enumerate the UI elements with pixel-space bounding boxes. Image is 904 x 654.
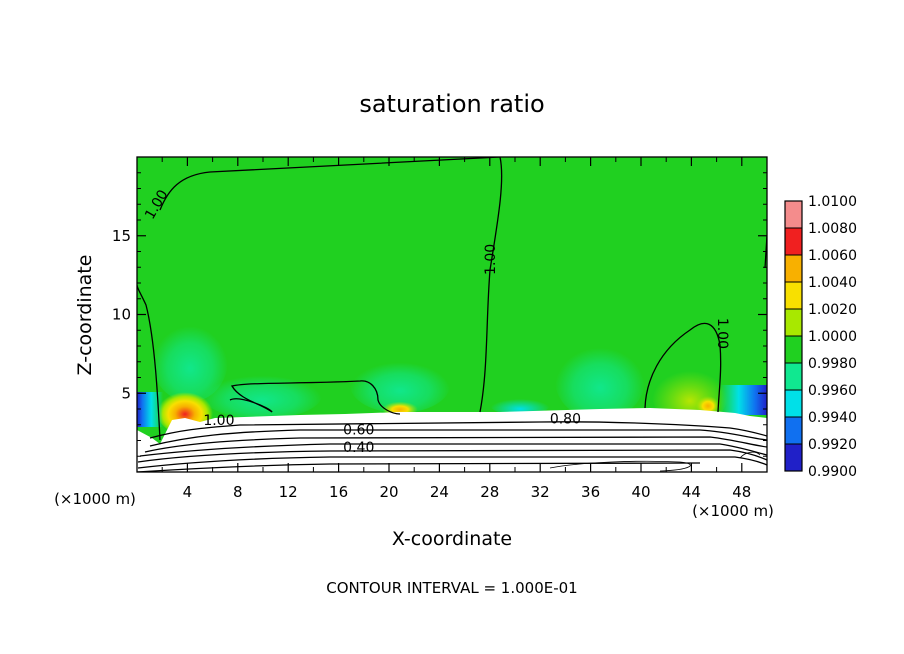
x-tick-label: 20: [379, 483, 398, 501]
contour-1-lower-loop: [229, 380, 401, 415]
colorbar-swatch: [785, 336, 802, 363]
colorbar-label: 0.9960: [808, 383, 857, 399]
contour-0.7: [144, 436, 767, 453]
colorbar-swatch: [785, 255, 802, 282]
colorbar-swatch: [785, 309, 802, 336]
contour-label: 1.00: [714, 318, 730, 349]
contour-label: 0.80: [550, 411, 581, 427]
x-tick-label: 16: [329, 483, 348, 501]
field-cool-mid-left: [202, 371, 322, 419]
colorbar-label: 0.9920: [808, 437, 857, 453]
contour-label: 0.40: [343, 440, 374, 456]
x-tick-label: 24: [430, 483, 449, 501]
x-tick-label: 36: [581, 483, 600, 501]
colorbar-label: 0.9940: [808, 410, 857, 426]
field-cool-left: [152, 318, 228, 402]
x-tick-label: 48: [732, 483, 751, 501]
contour-label: 0.60: [343, 422, 374, 438]
contour-0.8: [149, 429, 767, 447]
contour-interval-note: CONTOUR INTERVAL = 1.000E-01: [326, 579, 577, 597]
contour-label-text: 1.00: [483, 244, 499, 275]
colorbar: 1.0100 1.0080 1.0060 1.0040 1.0020 1.0000 0.99…: [784, 194, 857, 480]
contour-0.4: [137, 456, 767, 469]
field-blue-right: [720, 385, 767, 415]
contour-label-text: 0.60: [343, 422, 374, 438]
plot-area: 1.001.001.001.00 0.800.600.40: [137, 157, 767, 472]
contour-label-text: 0.80: [550, 411, 581, 427]
contour-1-right-loop: [644, 322, 722, 413]
x-tick-label: 28: [480, 483, 499, 501]
contour-0.6: [139, 443, 767, 457]
field-hot-right: [696, 394, 720, 414]
x-axis-label: X-coordinate: [392, 528, 512, 550]
field-cyan-patch: [490, 395, 550, 415]
contour-0.2-blob: [549, 460, 691, 472]
y-axis-ticks: 5 10 15: [112, 172, 767, 457]
contour-right-blob: [739, 451, 761, 459]
colorbar-label: 1.0080: [808, 221, 857, 237]
y-tick-label: 5: [121, 384, 131, 402]
x-unit-right: (×1000 m): [692, 502, 774, 520]
contour-1-top: [159, 157, 501, 211]
field-cool-right: [555, 340, 645, 420]
contour-0.9: [149, 421, 767, 439]
colorbar-swatch: [785, 417, 802, 444]
x-tick-label: 32: [531, 483, 550, 501]
colorbar-swatch: [785, 444, 802, 471]
x-tick-label: 4: [183, 483, 193, 501]
contour-label: 1.00: [483, 244, 499, 275]
contour-1-left-vertical: [137, 284, 161, 441]
contour-label: 1.00: [203, 413, 234, 429]
contour-label-text: 1.00: [714, 318, 730, 349]
colorbar-label: 0.9900: [808, 464, 857, 480]
colorbar-label: 1.0020: [808, 302, 857, 318]
contour-label-text: 0.40: [343, 440, 374, 456]
colorbar-swatch: [785, 282, 802, 309]
colorbar-label: 1.0100: [808, 194, 857, 210]
contour-1-mid-vertical: [479, 157, 503, 413]
x-unit-left: (×1000 m): [54, 490, 136, 508]
colorbar-swatch: [785, 228, 802, 255]
y-tick-label: 10: [112, 306, 131, 324]
x-tick-label: 40: [631, 483, 650, 501]
x-tick-label: 44: [682, 483, 701, 501]
colorbar-label: 1.0060: [808, 248, 857, 264]
colorbar-label: 1.0040: [808, 275, 857, 291]
colorbar-swatch: [785, 201, 802, 228]
x-tick-label: 12: [279, 483, 298, 501]
contour-0.5: [137, 449, 767, 463]
y-tick-label: 15: [112, 227, 131, 245]
x-tick-label: 8: [233, 483, 243, 501]
colorbar-swatch: [785, 390, 802, 417]
contour-lines: [137, 157, 767, 472]
contour-label-text: 1.00: [203, 413, 234, 429]
chart-title: saturation ratio: [359, 90, 544, 118]
colorbar-swatch: [785, 363, 802, 390]
y-axis-label: Z-coordinate: [74, 255, 96, 376]
colorbar-label: 0.9980: [808, 356, 857, 372]
colorbar-label: 1.0000: [808, 329, 857, 345]
contour-labels: 1.001.001.001.00 0.800.600.40: [142, 187, 730, 456]
x-axis-ticks: 4 8 12 16 20 24 28 32 36 40 44 48: [161, 157, 751, 501]
field-cool-mid: [350, 357, 450, 413]
